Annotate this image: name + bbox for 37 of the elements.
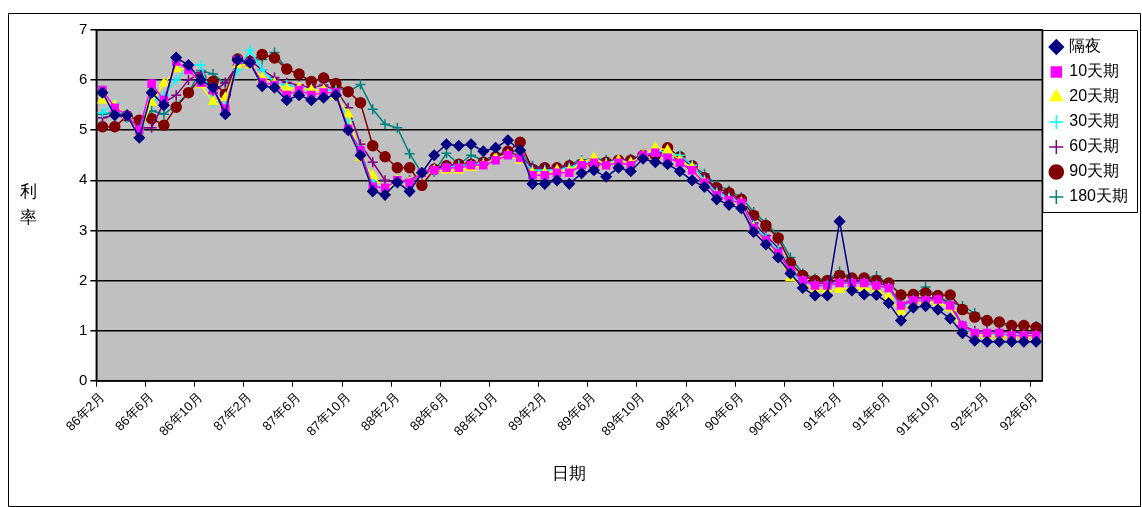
y-tick-label: 5 — [79, 120, 88, 138]
legend-label: 隔夜 — [1069, 37, 1102, 55]
x-tick-label: 89年10月 — [598, 389, 648, 439]
x-tick-label: 86年10月 — [155, 389, 206, 439]
y-tick-label: 1 — [79, 320, 88, 338]
y-tick-label: 2 — [79, 270, 88, 288]
legend-label: 30天期 — [1069, 112, 1120, 130]
x-tick-label: 90年6月 — [701, 389, 746, 434]
legend-label: 10天期 — [1069, 62, 1120, 80]
y-tick-label: 3 — [79, 220, 88, 238]
x-tick-label: 86年2月 — [62, 389, 108, 434]
x-tick-label: 92年2月 — [947, 389, 992, 434]
y-tick-label: 7 — [79, 20, 88, 38]
x-tick-label: 87年2月 — [210, 389, 255, 434]
x-tick-label: 88年10月 — [450, 389, 501, 439]
legend-label: 180天期 — [1069, 187, 1129, 205]
x-tick-label: 91年6月 — [849, 389, 894, 434]
x-tick-label: 90年10月 — [745, 389, 796, 439]
y-axis-title: 利率 — [19, 182, 37, 228]
x-tick-label: 91年10月 — [893, 389, 943, 439]
x-tick-label: 86年6月 — [111, 389, 157, 434]
y-tick-label: 0 — [79, 370, 88, 388]
legend-label: 20天期 — [1069, 87, 1120, 105]
x-tick-label: 87年6月 — [259, 389, 304, 434]
y-tick-label: 4 — [79, 170, 88, 188]
legend-label: 60天期 — [1069, 137, 1120, 155]
x-tick-label: 92年6月 — [996, 389, 1041, 434]
x-tick-label: 89年2月 — [505, 389, 550, 434]
x-tick-label: 91年2月 — [799, 389, 845, 434]
x-tick-label: 90年2月 — [652, 389, 697, 434]
x-tick-label: 88年6月 — [406, 389, 452, 434]
x-tick-label: 88年2月 — [357, 389, 402, 434]
legend-label: 90天期 — [1069, 162, 1120, 180]
x-axis-title: 日期 — [552, 464, 587, 484]
y-tick-label: 6 — [79, 70, 88, 88]
x-tick-label: 89年6月 — [554, 389, 599, 434]
x-tick-label: 87年10月 — [303, 389, 353, 439]
